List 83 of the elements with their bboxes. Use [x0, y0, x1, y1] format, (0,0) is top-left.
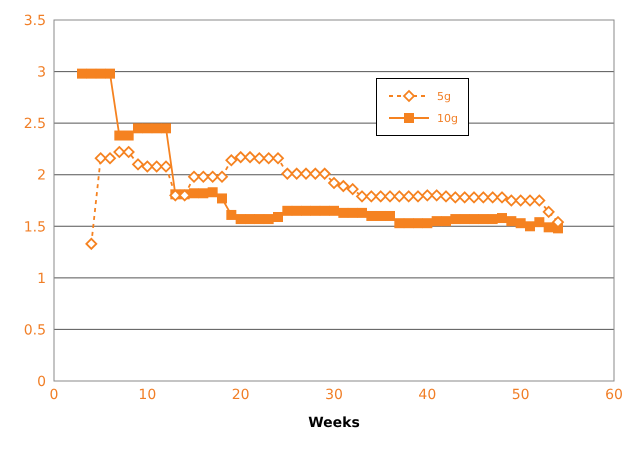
y-tick-label: 2.5 [24, 116, 46, 132]
point [505, 194, 518, 206]
point [421, 189, 434, 202]
x-tick-label: 60 [605, 386, 623, 403]
y-tick-label: 1.5 [24, 219, 46, 236]
point [253, 152, 266, 164]
point [449, 192, 462, 204]
x-tick-label: 30 [325, 386, 343, 403]
point [226, 210, 236, 220]
y-tick-label: 0.5 [24, 322, 46, 338]
x-tick-label: 50 [512, 386, 530, 403]
x-tick-label: 20 [232, 386, 250, 403]
point [104, 152, 116, 164]
y-tick-label: 1 [37, 270, 46, 287]
point [236, 214, 246, 224]
point [273, 212, 283, 222]
point [384, 190, 396, 202]
point [225, 154, 238, 166]
point [197, 170, 210, 183]
point [356, 190, 368, 202]
point [122, 146, 135, 158]
point [281, 168, 294, 180]
point [533, 194, 546, 206]
point [188, 170, 200, 183]
point [544, 222, 554, 232]
point [161, 123, 171, 134]
x-tick-label: 40 [418, 386, 436, 403]
y-tick-label: 2 [37, 168, 46, 184]
y-tick-label: 3 [37, 64, 46, 81]
point [468, 192, 480, 204]
point [216, 170, 228, 183]
x-tick-label: 10 [138, 386, 156, 403]
point [430, 189, 443, 202]
point [133, 123, 143, 134]
point [150, 160, 163, 172]
point [514, 194, 527, 206]
point [346, 183, 359, 196]
point [440, 190, 452, 202]
x-axis-title: Weeks [308, 415, 360, 431]
point [337, 180, 350, 192]
legend-label: 10g [437, 112, 458, 124]
point [394, 218, 404, 228]
point [458, 192, 471, 204]
point [234, 151, 247, 164]
point [309, 168, 322, 180]
point [412, 190, 424, 202]
point [477, 192, 490, 204]
point [206, 170, 219, 183]
point [402, 190, 415, 202]
point [132, 158, 144, 170]
point [124, 130, 134, 141]
point [524, 194, 536, 206]
legend-label: 5g [437, 90, 451, 102]
point [365, 190, 378, 202]
point [393, 190, 406, 202]
point [217, 193, 227, 204]
point [189, 188, 199, 198]
point [244, 151, 256, 164]
point [105, 68, 115, 79]
point [77, 68, 87, 79]
x-tick-label: 0 [50, 386, 58, 403]
point [85, 238, 98, 250]
point [113, 146, 126, 158]
point [318, 168, 331, 180]
point [534, 217, 544, 228]
point [160, 160, 172, 172]
y-tick-label: 0 [37, 374, 46, 390]
point [300, 168, 312, 180]
point [208, 187, 218, 198]
point [141, 160, 154, 172]
point [374, 190, 387, 202]
point [114, 130, 124, 141]
point [290, 168, 303, 180]
point [385, 210, 395, 221]
y-tick-label: 3.5 [24, 12, 46, 29]
point [262, 152, 275, 164]
point [496, 192, 508, 204]
point [272, 152, 284, 164]
point [486, 192, 499, 204]
point [328, 177, 340, 189]
point [282, 206, 292, 216]
point [542, 206, 555, 218]
point [94, 152, 107, 164]
